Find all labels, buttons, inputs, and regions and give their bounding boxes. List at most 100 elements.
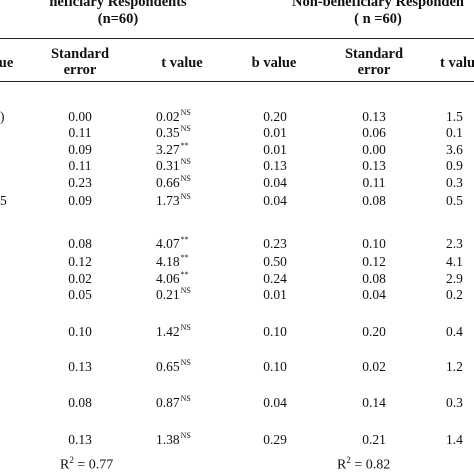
cell-standard-error: 0.08 xyxy=(68,395,92,410)
group-sample-size: ( n =60) xyxy=(354,11,402,27)
cell-b-value: 0.04 xyxy=(263,175,287,190)
significance-marker: NS xyxy=(180,174,191,183)
cell-standard-error: 0.04 xyxy=(362,287,386,302)
cell-t-value: 4.06** xyxy=(156,270,189,286)
cell-t-value: 0.4 xyxy=(446,324,463,339)
cell-standard-error: 0.12 xyxy=(362,254,386,269)
cell-t-value: 3.6 xyxy=(446,142,463,157)
group-header-beneficiary: neficiary Respondents (n=60) xyxy=(2,0,234,28)
cell-t-value: 2.3 xyxy=(446,236,463,251)
cell-b-value: 0.04 xyxy=(263,193,287,208)
cell-t-value: 1.5 xyxy=(446,109,463,124)
cell-b-value: ) xyxy=(0,109,5,124)
cell-standard-error: 0.10 xyxy=(362,236,386,251)
cell-b-value: 0.23 xyxy=(263,236,287,251)
significance-marker: ** xyxy=(180,270,189,279)
cell-t-value: 1.4 xyxy=(446,432,463,447)
group-title: neficiary Respondents xyxy=(49,0,187,10)
cell-standard-error: 0.14 xyxy=(362,395,386,410)
cell-t-value: 0.66NS xyxy=(156,174,191,190)
significance-marker: NS xyxy=(180,431,191,440)
column-header-t-value: t valu xyxy=(440,55,474,71)
cell-t-value: 2.9 xyxy=(446,271,463,286)
cell-b-value: 0.13 xyxy=(263,158,287,173)
cell-b-value: 0.04 xyxy=(263,395,287,410)
cell-t-value: 4.07** xyxy=(156,235,189,251)
cell-standard-error: 0.12 xyxy=(68,254,92,269)
cell-t-value: 1.38NS xyxy=(156,431,191,447)
significance-marker: ** xyxy=(180,235,189,244)
group-title: Non-beneficiary Responden xyxy=(292,0,464,10)
cell-standard-error: 0.21 xyxy=(362,432,386,447)
group-header-non-beneficiary: Non-beneficiary Responden ( n =60) xyxy=(248,0,474,28)
group-sample-size: (n=60) xyxy=(97,11,139,27)
r-squared-non-beneficiary: R2 = 0.82 xyxy=(337,455,391,473)
cell-t-value: 0.31NS xyxy=(156,157,191,173)
cell-t-value: 0.3 xyxy=(446,395,463,410)
cell-b-value: 0.01 xyxy=(263,125,287,140)
cell-standard-error: 0.06 xyxy=(362,125,386,140)
significance-marker: NS xyxy=(180,394,191,403)
cell-t-value: 0.65NS xyxy=(156,358,191,374)
cell-b-value: 0.29 xyxy=(263,432,287,447)
significance-marker: NS xyxy=(180,286,191,295)
cell-t-value: 0.02NS xyxy=(156,108,191,124)
cell-standard-error: 0.08 xyxy=(362,193,386,208)
cell-standard-error: 0.11 xyxy=(68,125,92,140)
cell-t-value: 1.2 xyxy=(446,359,463,374)
column-header-standard-error: Standard error xyxy=(344,46,404,78)
cell-standard-error: 0.10 xyxy=(68,324,92,339)
cell-b-value: 0.10 xyxy=(263,359,287,374)
cell-standard-error: 0.05 xyxy=(68,287,92,302)
significance-marker: ** xyxy=(180,141,189,150)
cell-t-value: 0.1 xyxy=(446,125,463,140)
cell-t-value: 0.35NS xyxy=(156,124,191,140)
cell-standard-error: 0.09 xyxy=(68,193,92,208)
cell-t-value: 3.27** xyxy=(156,141,189,157)
r-squared-beneficiary: R2 = 0.77 xyxy=(60,455,114,473)
cell-standard-error: 0.00 xyxy=(68,109,92,124)
cell-standard-error: 0.08 xyxy=(68,236,92,251)
cell-standard-error: 0.23 xyxy=(68,175,92,190)
cell-standard-error: 0.11 xyxy=(68,158,92,173)
significance-marker: NS xyxy=(180,108,191,117)
cell-t-value: 0.9 xyxy=(446,158,463,173)
significance-marker: NS xyxy=(180,124,191,133)
cell-b-value: 0.01 xyxy=(263,287,287,302)
cell-standard-error: 0.08 xyxy=(362,271,386,286)
cell-b-value: 0.10 xyxy=(263,324,287,339)
column-header-b-value: ue xyxy=(0,55,14,71)
cell-b-value: 5 xyxy=(0,193,7,208)
column-header-b-value: b value xyxy=(251,55,297,71)
cell-t-value: 0.21NS xyxy=(156,286,191,302)
cell-standard-error: 0.11 xyxy=(362,175,386,190)
cell-t-value: 1.73NS xyxy=(156,192,191,208)
significance-marker: NS xyxy=(180,323,191,332)
cell-t-value: 4.18** xyxy=(156,253,189,269)
significance-marker: NS xyxy=(180,157,191,166)
header-top-rule xyxy=(0,38,474,40)
cell-b-value: 0.24 xyxy=(263,271,287,286)
cell-t-value: 0.5 xyxy=(446,193,463,208)
cell-t-value: 0.3 xyxy=(446,175,463,190)
cell-standard-error: 0.00 xyxy=(362,142,386,157)
cell-standard-error: 0.09 xyxy=(68,142,92,157)
column-header-t-value: t value xyxy=(161,55,203,71)
cell-standard-error: 0.02 xyxy=(68,271,92,286)
cell-standard-error: 0.13 xyxy=(362,158,386,173)
cell-standard-error: 0.20 xyxy=(362,324,386,339)
cell-b-value: 0.20 xyxy=(263,109,287,124)
cell-standard-error: 0.02 xyxy=(362,359,386,374)
cell-standard-error: 0.13 xyxy=(68,432,92,447)
significance-marker: ** xyxy=(180,253,189,262)
header-bottom-rule xyxy=(0,81,474,83)
cell-t-value: 1.42NS xyxy=(156,323,191,339)
cell-t-value: 0.2 xyxy=(446,287,463,302)
cell-t-value: 0.87NS xyxy=(156,394,191,410)
significance-marker: NS xyxy=(180,358,191,367)
cell-t-value: 4.1 xyxy=(446,254,463,269)
cell-standard-error: 0.13 xyxy=(362,109,386,124)
column-header-standard-error: Standard error xyxy=(50,46,110,78)
significance-marker: NS xyxy=(180,192,191,201)
cell-b-value: 0.50 xyxy=(263,254,287,269)
